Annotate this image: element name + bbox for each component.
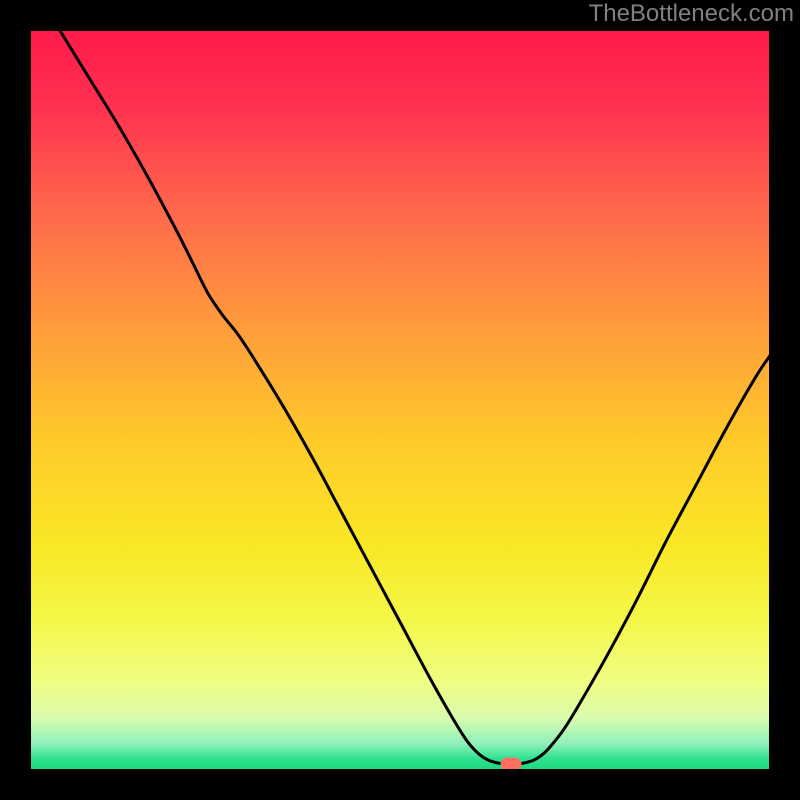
optimal-marker [501, 758, 521, 770]
bottleneck-curve [60, 30, 770, 764]
plot-border [30, 30, 770, 770]
plot-layer [0, 0, 800, 800]
attribution-text: TheBottleneck.com [589, 0, 794, 28]
chart-container: TheBottleneck.com [0, 0, 800, 800]
